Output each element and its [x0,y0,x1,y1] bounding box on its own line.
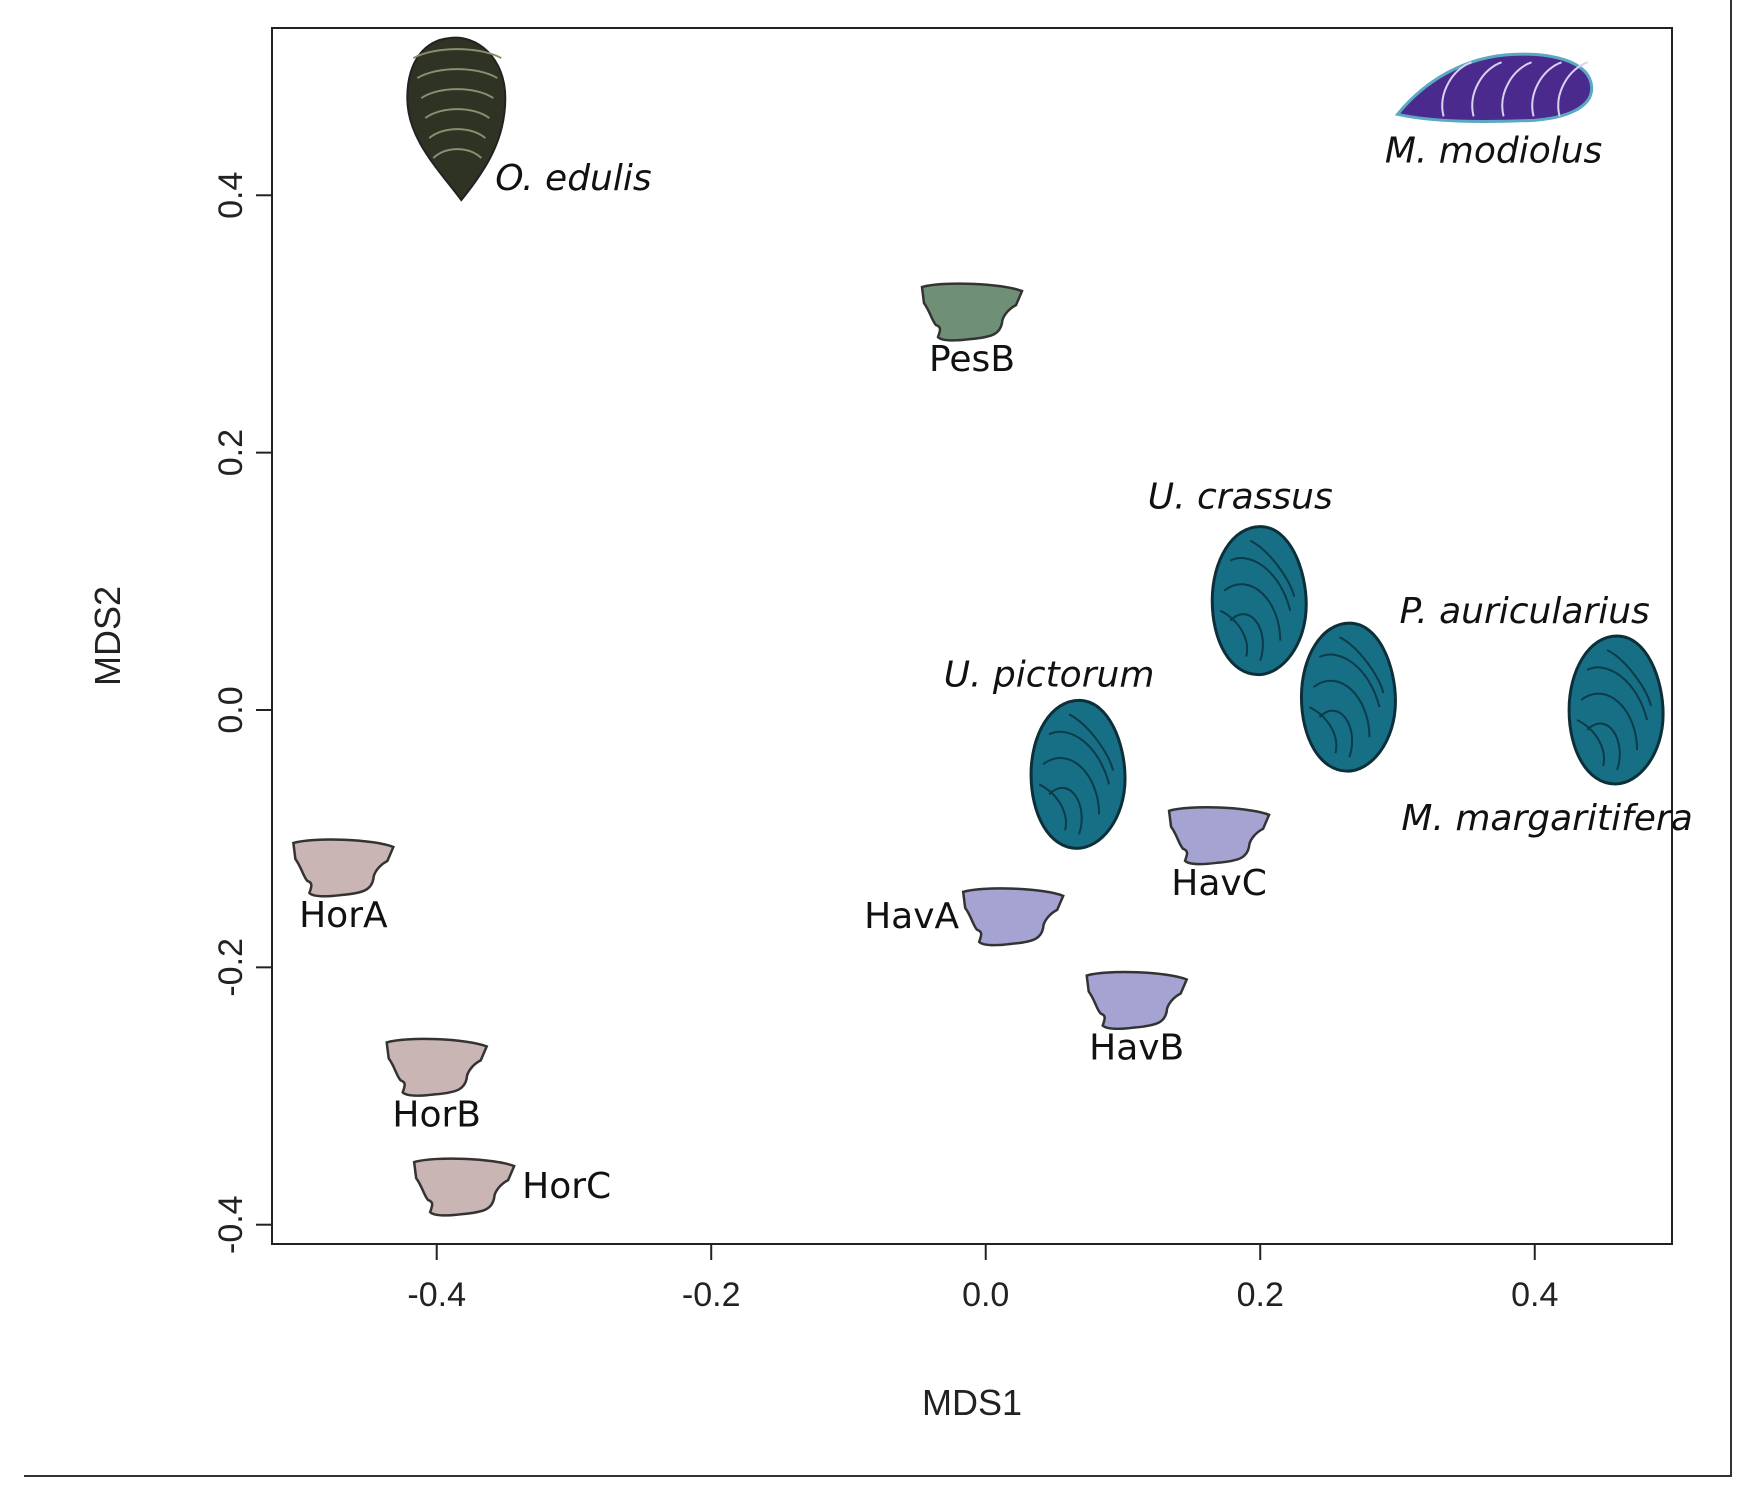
x-tick-label: -0.2 [682,1276,741,1314]
clam-glyph [1299,621,1397,773]
data-point: HorB [385,1037,489,1135]
data-point: PesB [920,282,1024,380]
data-point: HorC [412,1157,611,1217]
clam-glyph [1567,634,1665,786]
data-point: M. margaritifera [1401,634,1693,839]
point-label: HorC [522,1166,611,1207]
point-label: HorB [392,1094,481,1135]
point-label: PesB [929,339,1015,380]
y-tick-label: 0.0 [212,686,250,733]
y-axis-title: MDS2 [87,586,128,686]
y-tick-label: 0.2 [212,429,250,476]
point-label: HorA [299,895,388,936]
crown-glyph [385,1037,489,1097]
data-point: HavB [1085,970,1189,1069]
data-points: O. edulis M. modiolus PesB U. crassus P. aur… [292,36,1693,1217]
clam-glyph [1029,698,1127,850]
mussel-glyph [1394,52,1594,123]
plot-area [271,27,1673,1245]
point-label: HavB [1089,1028,1184,1069]
x-axis-title: MDS1 [922,1382,1022,1423]
data-point: P. auricularius [1299,591,1650,773]
figure-frame [24,0,1732,1477]
data-point: U. crassus [1148,477,1333,677]
x-axis: -0.4 -0.2 0.0 0.2 0.4 [407,1244,1558,1314]
data-point: O. edulis [406,36,652,202]
crown-glyph [292,838,396,898]
crown-glyph [920,282,1024,342]
data-point: HavA [864,887,1065,947]
x-tick-label: 0.2 [1237,1276,1284,1314]
x-tick-label: 0.0 [962,1276,1009,1314]
data-point: HorA [292,838,396,936]
crown-glyph [1167,806,1271,866]
y-tick-label: 0.4 [212,172,250,219]
point-label: U. pictorum [944,654,1155,695]
crown-glyph [412,1157,516,1217]
point-label: P. auricularius [1399,591,1649,632]
x-tick-label: 0.4 [1511,1276,1558,1314]
point-label: HavC [1171,863,1267,904]
oyster-glyph [406,36,507,202]
point-label: HavA [864,896,959,937]
y-axis: -0.4 -0.2 0.0 0.2 0.4 [212,172,272,1254]
crown-glyph [961,887,1065,947]
x-tick-label: -0.4 [407,1276,466,1314]
point-label: M. modiolus [1385,130,1603,171]
point-label: U. crassus [1148,477,1333,518]
crown-glyph [1085,970,1189,1031]
point-label: O. edulis [495,158,651,199]
y-tick-label: -0.4 [212,1195,250,1254]
data-point: M. modiolus [1385,52,1603,171]
data-point: U. pictorum [944,654,1155,850]
data-point: HavC [1167,806,1271,904]
y-tick-label: -0.2 [212,938,250,997]
clam-glyph [1210,525,1308,677]
point-label: M. margaritifera [1401,798,1692,839]
